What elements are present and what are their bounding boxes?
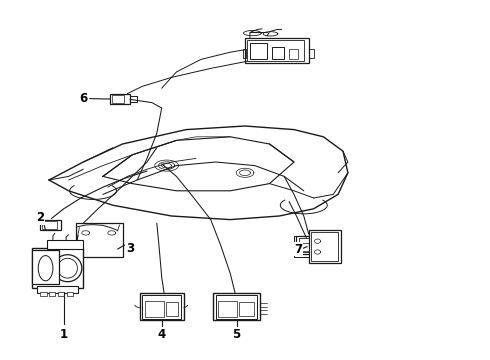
Text: 5: 5 <box>233 328 241 341</box>
Text: 1: 1 <box>60 328 68 341</box>
Bar <box>218 301 237 317</box>
Text: 4: 4 <box>158 328 166 341</box>
Bar <box>76 223 122 257</box>
Bar <box>145 301 164 317</box>
Bar <box>42 221 57 229</box>
Text: 6: 6 <box>79 92 87 105</box>
Bar <box>140 293 184 320</box>
Bar <box>239 302 254 316</box>
Text: 3: 3 <box>126 242 134 255</box>
Bar <box>309 49 314 58</box>
Bar <box>311 232 338 261</box>
Bar <box>296 236 323 254</box>
Bar <box>112 95 124 103</box>
Bar <box>47 240 83 249</box>
Bar <box>40 220 61 230</box>
Bar <box>272 47 284 59</box>
Bar <box>32 248 83 288</box>
Bar <box>67 292 73 296</box>
Bar <box>250 43 267 59</box>
Text: 7: 7 <box>294 243 302 256</box>
Bar <box>243 49 246 58</box>
Bar <box>309 230 341 263</box>
Bar <box>213 293 260 320</box>
Bar <box>247 40 304 61</box>
Text: 2: 2 <box>36 211 44 224</box>
Bar <box>166 302 178 316</box>
Bar <box>49 292 55 296</box>
Bar <box>294 236 323 257</box>
Bar <box>32 250 59 284</box>
Bar <box>40 292 47 296</box>
Bar <box>301 243 310 251</box>
Bar <box>142 295 181 319</box>
Bar <box>130 96 137 102</box>
Bar <box>299 238 319 252</box>
Bar <box>245 38 309 63</box>
Bar <box>110 94 130 104</box>
Bar <box>58 292 64 296</box>
Bar <box>216 295 257 319</box>
Bar <box>289 49 298 59</box>
Bar <box>37 286 78 293</box>
